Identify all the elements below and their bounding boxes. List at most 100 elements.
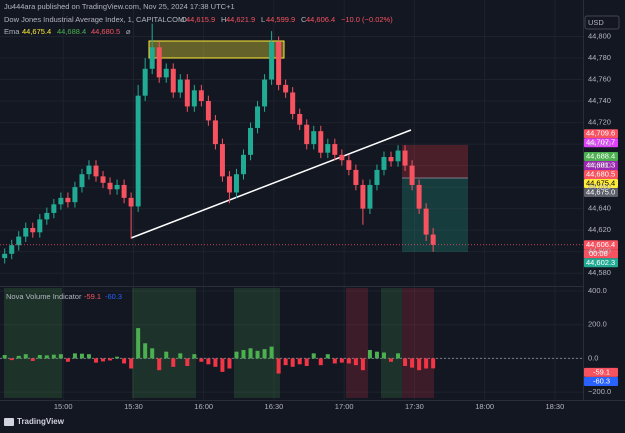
bar xyxy=(417,358,422,371)
bar xyxy=(374,351,379,359)
y-tick-label: 44,720 xyxy=(588,118,611,127)
bar xyxy=(220,358,225,372)
bar xyxy=(410,358,415,368)
candle-body xyxy=(318,131,324,153)
y-tick-label: 44,660 xyxy=(588,182,611,191)
candle-body xyxy=(198,90,204,102)
candle-body xyxy=(2,253,8,259)
candle-body xyxy=(276,41,282,85)
y-tick-label: 44,580 xyxy=(588,268,611,277)
indicator-legend: -59.1 -60.3 xyxy=(84,292,122,301)
x-tick-label: 17:30 xyxy=(405,402,424,411)
price-tag xyxy=(584,179,618,189)
candle-body xyxy=(44,212,50,220)
candle-body xyxy=(23,227,29,237)
x-tick-label: 16:00 xyxy=(194,402,213,411)
candle-body xyxy=(212,120,218,145)
candle-body xyxy=(65,197,71,203)
bar xyxy=(79,353,84,359)
ohlc-key: O xyxy=(181,15,187,24)
x-tick-label: 16:30 xyxy=(265,402,284,411)
candle-body xyxy=(402,150,408,166)
candle-body xyxy=(304,124,310,145)
symbol: Dow Jones Industrial Average Index, 1, C… xyxy=(4,15,184,24)
y-tick-label: 44,700 xyxy=(588,139,611,148)
bar xyxy=(44,355,49,359)
bar xyxy=(403,358,408,366)
candle-body xyxy=(388,156,394,162)
candle-body xyxy=(114,184,120,190)
candle-body xyxy=(269,41,275,80)
ohlc-value: 44,599.9 xyxy=(266,15,295,24)
bar xyxy=(353,358,358,366)
price-tag-label: 44,709.6 xyxy=(586,129,615,138)
bar xyxy=(227,358,232,369)
zone xyxy=(346,288,368,398)
ema-value: 44,675.4 xyxy=(22,27,51,36)
candle-body xyxy=(93,165,99,177)
bar xyxy=(9,358,14,361)
candle-body xyxy=(191,90,197,107)
candle-body xyxy=(72,187,78,203)
candle-body xyxy=(367,184,373,209)
bar xyxy=(2,355,7,359)
logo: TradingView xyxy=(17,417,65,426)
price-tag xyxy=(584,129,618,139)
candle-body xyxy=(142,68,148,96)
bar xyxy=(58,354,63,359)
candle-body xyxy=(297,113,303,125)
ohlc-key: C xyxy=(301,15,307,24)
grid xyxy=(0,0,583,400)
candle-body xyxy=(9,245,15,254)
candle-body xyxy=(107,182,113,190)
price-tag-label: 44,680.5 xyxy=(586,170,615,179)
y-tick-label: 44,680 xyxy=(588,161,611,170)
bar xyxy=(367,349,372,359)
bar xyxy=(199,358,204,362)
bar xyxy=(346,358,351,364)
bar xyxy=(30,358,35,361)
bar xyxy=(213,358,218,367)
candle-body xyxy=(325,144,331,153)
candle-body xyxy=(86,165,92,175)
zone xyxy=(381,288,402,398)
price-tag-label: 44,707.7 xyxy=(586,138,615,147)
bar xyxy=(360,358,365,371)
bar xyxy=(318,358,323,366)
candle-body xyxy=(79,174,85,188)
labels: 15:00 15:30 16:00 16:30 17:00 17:30 18:00 18:30… xyxy=(54,31,615,410)
candle-body xyxy=(226,176,232,193)
bar xyxy=(332,358,337,364)
price-tag-label: 44,675.0 xyxy=(586,188,615,197)
indicator-title: Nova Volume Indicator xyxy=(6,292,82,301)
bar xyxy=(178,353,183,359)
candle-body xyxy=(416,184,422,209)
legend-value: -60.3 xyxy=(105,292,122,301)
ema-value: 44,688.4 xyxy=(57,27,86,36)
bar xyxy=(234,351,239,359)
bar xyxy=(37,355,42,359)
y-tick-label: 44,780 xyxy=(588,53,611,62)
publisher: Ju444ara published on TradingView.com, N… xyxy=(4,2,235,11)
bar xyxy=(65,358,70,362)
bar xyxy=(424,358,429,369)
price-tag-label: 44,681.3 xyxy=(586,161,615,170)
y-tick-label: 44,600 xyxy=(588,247,611,256)
candle-body xyxy=(311,131,317,145)
candle-body xyxy=(374,169,380,185)
bar xyxy=(262,349,267,359)
bar xyxy=(150,348,155,359)
value-tag-label: -59.1 xyxy=(593,367,610,376)
candle-body xyxy=(170,68,176,93)
ohlc: O 44,615.9 H 44,621.9 L 44,599.9 C 44,606.4 −10.… xyxy=(181,15,393,24)
price-tag xyxy=(584,138,618,148)
value-tag-label: -60.3 xyxy=(593,377,610,386)
candle-body xyxy=(241,154,247,175)
currency-box[interactable] xyxy=(584,15,620,30)
candle-body xyxy=(37,219,43,233)
price-tag xyxy=(584,161,618,171)
zone xyxy=(402,288,434,398)
y-tick-label: 44,620 xyxy=(588,225,611,234)
countdown-box xyxy=(584,249,618,259)
